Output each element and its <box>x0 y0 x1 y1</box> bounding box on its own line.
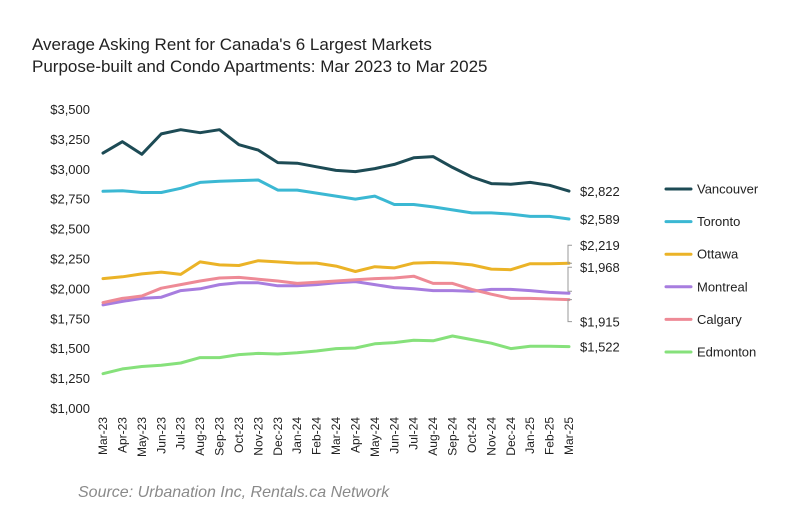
y-tick-label: $3,500 <box>50 102 90 117</box>
x-tick-label: Apr-24 <box>348 417 362 453</box>
chart-series-lines <box>101 128 571 376</box>
legend-label-vancouver: Vancouver <box>697 182 759 197</box>
end-label-calgary: $1,915 <box>580 315 620 330</box>
legend-label-ottawa: Ottawa <box>697 247 739 262</box>
y-tick-label: $1,250 <box>50 371 90 386</box>
x-tick-label: Apr-23 <box>115 417 129 453</box>
x-tick-label: Mar-24 <box>329 417 343 455</box>
legend-label-toronto: Toronto <box>697 214 740 229</box>
legend-label-montreal: Montreal <box>697 279 748 294</box>
y-tick-label: $2,500 <box>50 222 90 237</box>
x-tick-label: Jan-25 <box>523 417 537 454</box>
legend-label-edmonton: Edmonton <box>697 345 756 360</box>
x-tick-label: Dec-24 <box>504 417 518 456</box>
chart-legend: Vancouver Toronto Ottawa Montreal Calgary Edm… <box>664 182 759 360</box>
x-tick-label: Feb-24 <box>310 417 324 455</box>
series-line-edmonton <box>101 334 571 376</box>
x-tick-label: Jul-23 <box>174 417 188 450</box>
y-tick-label: $3,250 <box>50 132 90 147</box>
y-tick-label: $2,750 <box>50 192 90 207</box>
x-tick-label: Feb-25 <box>543 417 557 455</box>
x-tick-label: Jun-23 <box>154 417 168 454</box>
series-line-ottawa <box>101 259 571 281</box>
legend-label-calgary: Calgary <box>697 312 742 327</box>
end-label-connector <box>567 244 572 264</box>
y-tick-label: $2,000 <box>50 281 90 296</box>
x-tick-label: Jan-24 <box>290 417 304 454</box>
x-tick-label: Aug-23 <box>193 417 207 456</box>
y-tick-label: $1,500 <box>50 341 90 356</box>
chart-title: Average Asking Rent for Canada's 6 Large… <box>32 35 432 54</box>
y-tick-label: $3,000 <box>50 162 90 177</box>
series-line-montreal <box>101 280 571 307</box>
end-label-connector <box>567 266 572 292</box>
end-label-ottawa: $2,219 <box>580 238 620 253</box>
y-tick-label: $1,750 <box>50 311 90 326</box>
x-tick-label: May-23 <box>135 417 149 457</box>
end-label-montreal: $1,968 <box>580 260 620 275</box>
chart-end-labels: $2,822 $2,589 $2,219 $1,968 $1,915 $1,522 <box>567 184 620 355</box>
chart-title-block: Average Asking Rent for Canada's 6 Large… <box>32 34 488 78</box>
x-tick-label: May-24 <box>368 417 382 457</box>
x-tick-label: Jul-24 <box>407 417 421 450</box>
x-tick-label: Mar-23 <box>96 417 110 455</box>
x-tick-label: Oct-23 <box>232 417 246 453</box>
x-tick-label: Mar-25 <box>562 417 576 455</box>
end-label-toronto: $2,589 <box>580 212 620 227</box>
chart-axes: $1,000 $1,250 $1,500 $1,750 $2,000 $2,250 $2,5… <box>50 102 576 457</box>
x-tick-label: Nov-23 <box>251 417 265 456</box>
x-tick-label: Jun-24 <box>387 417 401 454</box>
series-line-vancouver <box>101 128 571 193</box>
chart-subtitle: Purpose-built and Condo Apartments: Mar … <box>32 57 488 76</box>
y-tick-label: $1,000 <box>50 401 90 416</box>
end-label-connector <box>567 299 572 323</box>
x-tick-label: Sep-23 <box>213 417 227 456</box>
source-note: Source: Urbanation Inc, Rentals.ca Netwo… <box>78 484 390 501</box>
x-tick-label: Nov-24 <box>484 417 498 456</box>
x-tick-label: Aug-24 <box>426 417 440 456</box>
x-tick-label: Dec-23 <box>271 417 285 456</box>
series-line-calgary <box>101 274 571 305</box>
y-tick-label: $2,250 <box>50 252 90 267</box>
x-tick-label: Sep-24 <box>446 417 460 456</box>
end-label-edmonton: $1,522 <box>580 340 620 355</box>
series-line-toronto <box>101 178 571 221</box>
end-label-vancouver: $2,822 <box>580 184 620 199</box>
x-tick-label: Oct-24 <box>465 417 479 453</box>
